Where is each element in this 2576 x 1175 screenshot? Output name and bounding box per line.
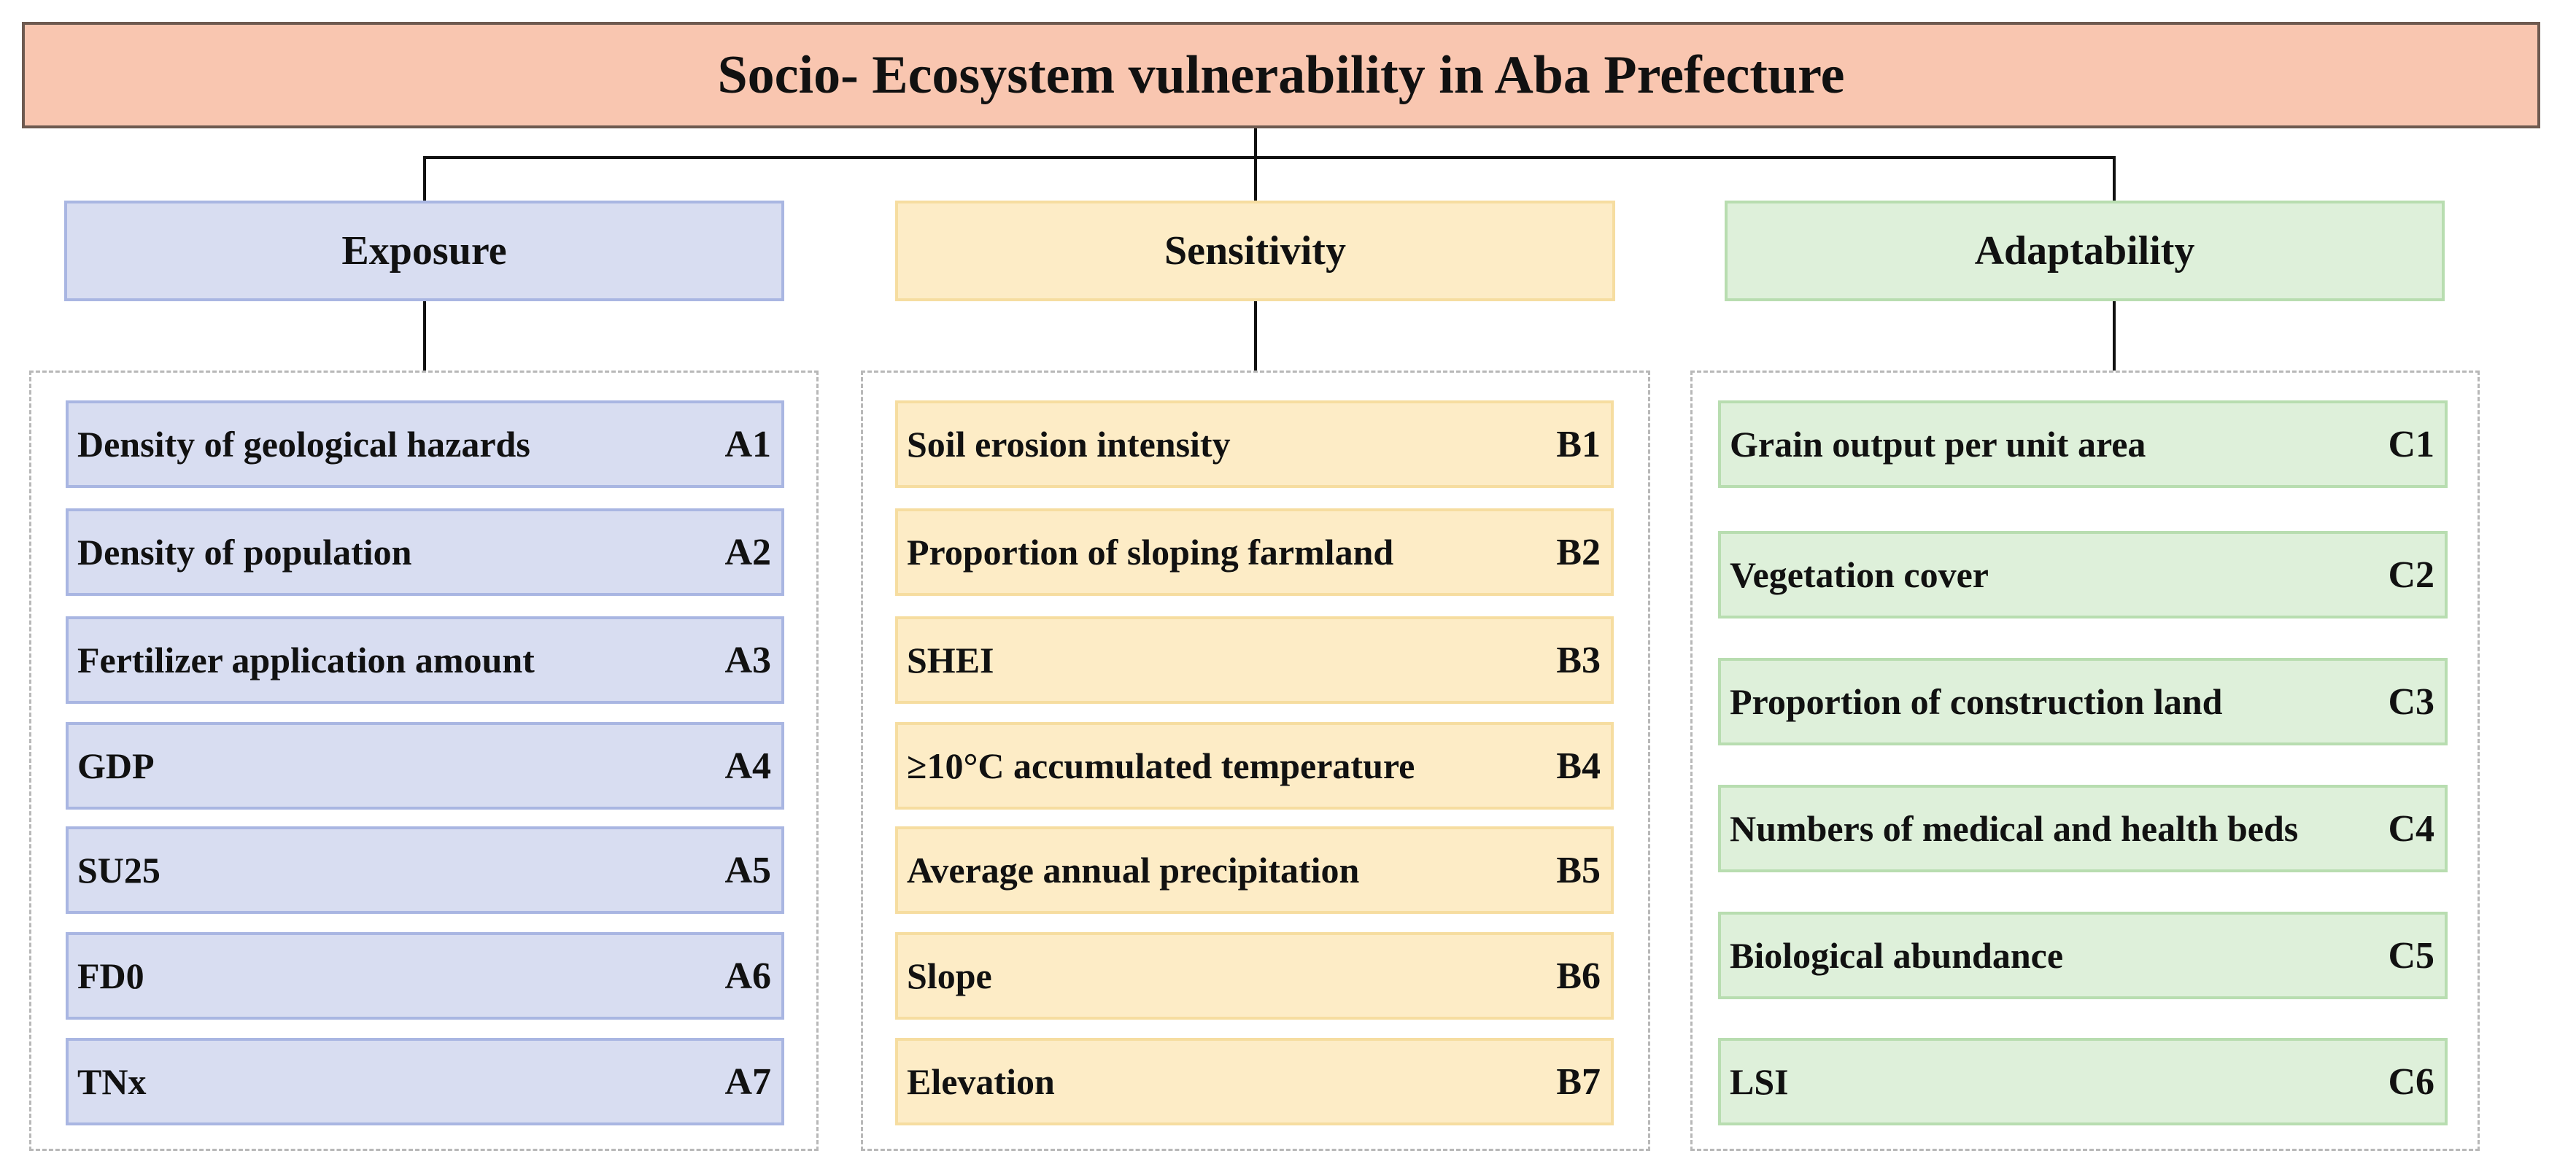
- indicator-label: Slope: [907, 955, 992, 996]
- connector-sensitivity-group: [1254, 301, 1257, 371]
- indicator-code: A3: [724, 639, 771, 681]
- indicator-code: A2: [724, 531, 771, 573]
- indicator-a2: Density of population A2: [66, 508, 784, 596]
- indicator-code: C3: [2388, 680, 2434, 723]
- indicator-code: A6: [724, 955, 771, 997]
- indicator-label: Vegetation cover: [1730, 554, 1989, 595]
- category-adaptability: Adaptability: [1725, 201, 2445, 301]
- indicator-b7: Elevation B7: [895, 1038, 1614, 1125]
- indicator-label: GDP: [77, 745, 155, 786]
- indicator-label: Grain output per unit area: [1730, 424, 2146, 465]
- indicator-code: C6: [2388, 1060, 2434, 1103]
- indicator-code: B4: [1556, 745, 1601, 787]
- indicator-b4: ≥10°C accumulated temperature B4: [895, 722, 1614, 810]
- indicator-label: Average annual precipitation: [907, 850, 1360, 891]
- indicator-label: SHEI: [907, 640, 994, 680]
- indicator-label: ≥10°C accumulated temperature: [907, 745, 1415, 786]
- connector-title-down: [1254, 128, 1257, 158]
- sensitivity-indicator-group: [861, 371, 1650, 1151]
- category-sensitivity: Sensitivity: [895, 201, 1615, 301]
- indicator-code: C4: [2388, 807, 2434, 850]
- indicator-b5: Average annual precipitation B5: [895, 826, 1614, 914]
- indicator-code: A1: [724, 423, 771, 465]
- indicator-label: Proportion of sloping farmland: [907, 532, 1394, 573]
- connector-horizontal: [423, 156, 2116, 159]
- indicator-code: B3: [1556, 639, 1601, 681]
- indicator-b2: Proportion of sloping farmland B2: [895, 508, 1614, 596]
- indicator-b6: Slope B6: [895, 932, 1614, 1020]
- indicator-code: B7: [1556, 1060, 1601, 1103]
- indicator-a1: Density of geological hazards A1: [66, 400, 784, 488]
- indicator-label: Biological abundance: [1730, 935, 2064, 976]
- indicator-b3: SHEI B3: [895, 616, 1614, 704]
- indicator-code: C1: [2388, 423, 2434, 465]
- indicator-c4: Numbers of medical and health beds C4: [1718, 785, 2448, 872]
- indicator-c6: LSI C6: [1718, 1038, 2448, 1125]
- indicator-label: FD0: [77, 955, 144, 996]
- indicator-label: Soil erosion intensity: [907, 424, 1231, 465]
- indicator-label: SU25: [77, 850, 160, 891]
- indicator-code: C5: [2388, 934, 2434, 977]
- indicator-a3: Fertilizer application amount A3: [66, 616, 784, 704]
- indicator-c1: Grain output per unit area C1: [1718, 400, 2448, 488]
- indicator-code: A5: [724, 849, 771, 891]
- connector-exposure-group: [423, 301, 426, 371]
- adaptability-indicator-group: [1690, 371, 2480, 1151]
- exposure-indicator-group: [29, 371, 819, 1151]
- indicator-label: LSI: [1730, 1061, 1789, 1102]
- indicator-a6: FD0 A6: [66, 932, 784, 1020]
- indicator-label: Elevation: [907, 1061, 1055, 1102]
- indicator-code: A7: [724, 1060, 771, 1103]
- indicator-c5: Biological abundance C5: [1718, 912, 2448, 999]
- indicator-b1: Soil erosion intensity B1: [895, 400, 1614, 488]
- indicator-label: Density of population: [77, 532, 412, 573]
- indicator-label: Proportion of construction land: [1730, 681, 2223, 722]
- indicator-label: Fertilizer application amount: [77, 640, 535, 680]
- indicator-code: B5: [1556, 849, 1601, 891]
- indicator-label: Numbers of medical and health beds: [1730, 808, 2299, 849]
- indicator-code: C2: [2388, 554, 2434, 596]
- connector-exposure: [423, 156, 426, 201]
- indicator-code: B2: [1556, 531, 1601, 573]
- indicator-a7: TNx A7: [66, 1038, 784, 1125]
- category-exposure: Exposure: [64, 201, 784, 301]
- indicator-c3: Proportion of construction land C3: [1718, 658, 2448, 745]
- indicator-label: Density of geological hazards: [77, 424, 530, 465]
- diagram-title: Socio- Ecosystem vulnerability in Aba Pr…: [22, 22, 2540, 128]
- connector-adaptability-group: [2113, 301, 2116, 371]
- connector-adaptability: [2113, 156, 2116, 201]
- indicator-a5: SU25 A5: [66, 826, 784, 914]
- indicator-c2: Vegetation cover C2: [1718, 531, 2448, 618]
- indicator-code: B1: [1556, 423, 1601, 465]
- indicator-code: A4: [724, 745, 771, 787]
- indicator-label: TNx: [77, 1061, 147, 1102]
- indicator-a4: GDP A4: [66, 722, 784, 810]
- indicator-code: B6: [1556, 955, 1601, 997]
- connector-sensitivity: [1254, 156, 1257, 201]
